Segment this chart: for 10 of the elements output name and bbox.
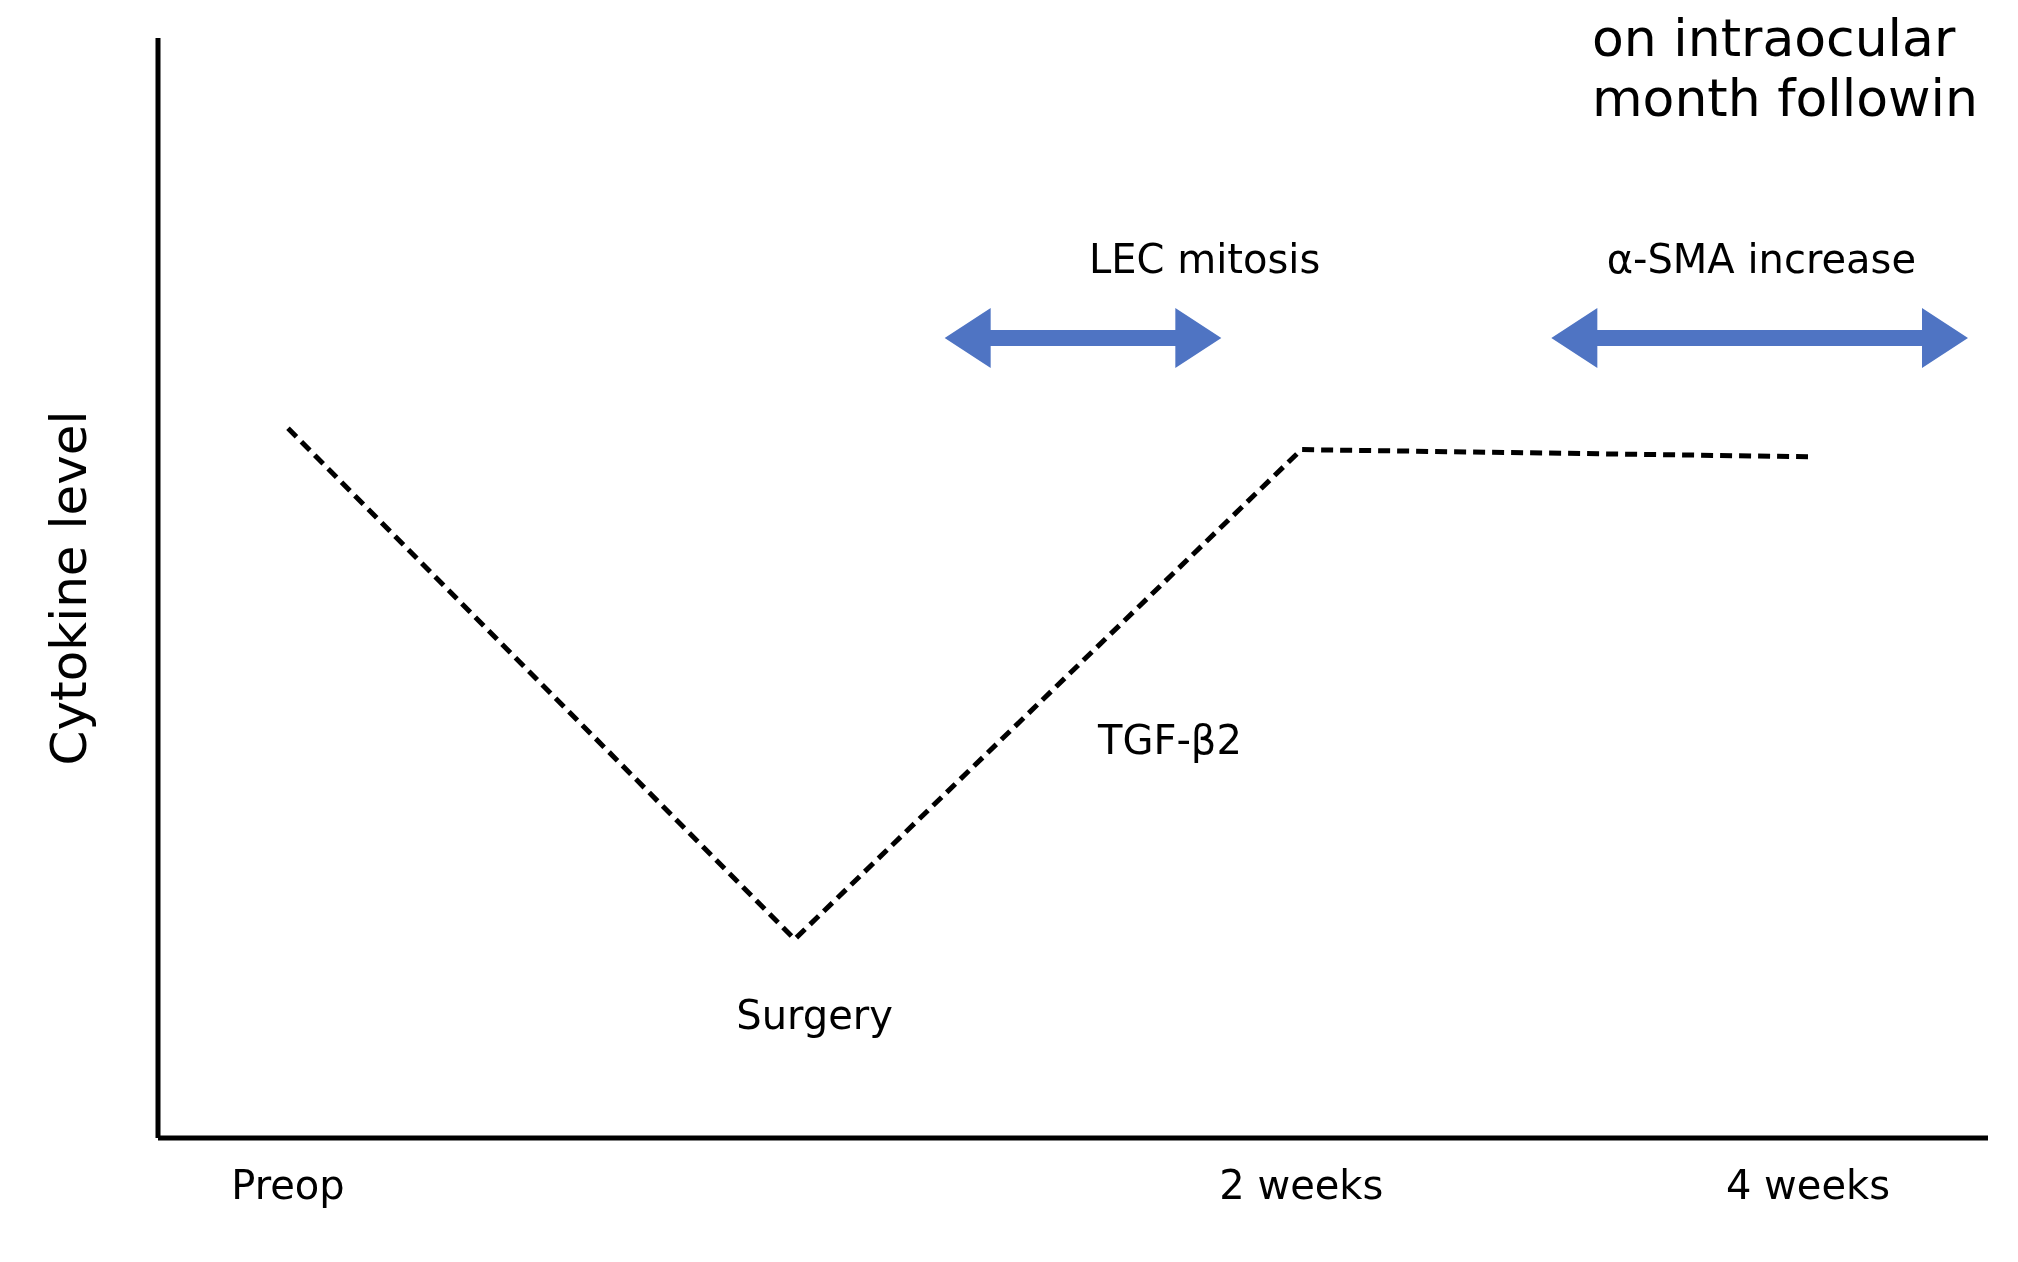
x-tick-label: 4 weeks [1725, 1162, 1891, 1209]
text: on intraocular [1591, 8, 1957, 68]
x-tick-label: 2 weeks [1219, 1162, 1384, 1209]
x-tick-label: Preop [231, 1162, 345, 1209]
text: month followin [1591, 68, 1978, 128]
text: α-SMA increase [1606, 236, 1917, 282]
annotation: Surgery [736, 992, 893, 1039]
text: LEC mitosis [1089, 236, 1321, 282]
y-axis-title: Cytokine level [39, 410, 98, 766]
series-label: TGF-β2 [1097, 717, 1242, 764]
